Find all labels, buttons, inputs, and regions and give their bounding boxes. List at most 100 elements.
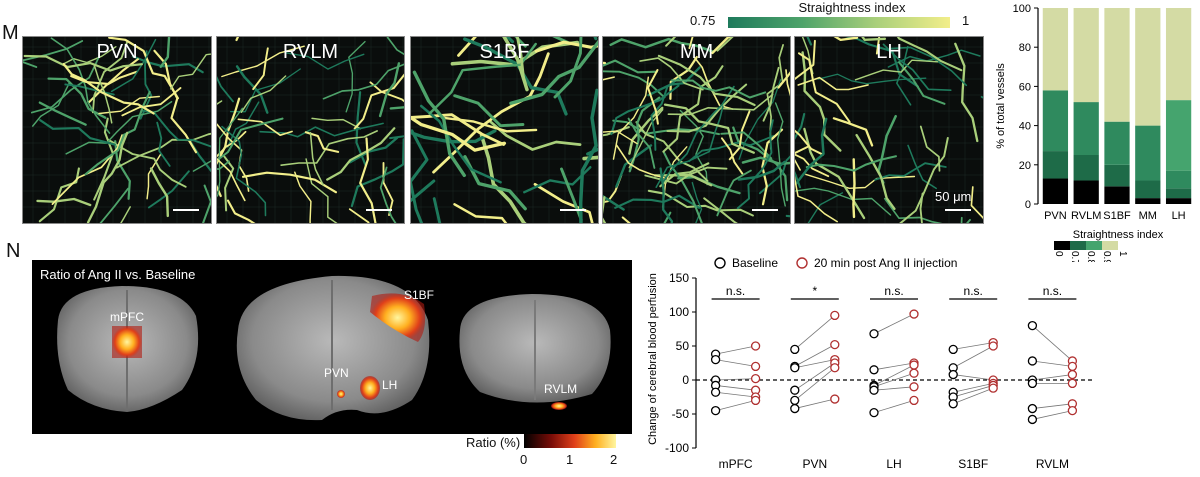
micrograph-lh: LH 50 μm <box>794 36 984 224</box>
s1bf-hotspot <box>370 293 426 342</box>
baseline-point <box>869 407 879 418</box>
legend-swatch <box>1054 241 1070 250</box>
pair-line <box>873 362 915 371</box>
scale-bar <box>945 209 971 211</box>
pair-line <box>953 385 994 398</box>
legend-swatch <box>1086 241 1102 250</box>
bar-segment <box>1135 8 1161 126</box>
y-tick-label: 100 <box>669 305 689 319</box>
post-point <box>830 339 840 350</box>
micrograph-label: LH <box>876 41 902 63</box>
pair-line <box>794 367 836 401</box>
pair-line <box>794 359 835 369</box>
micrograph-mm: MM <box>602 36 791 224</box>
x-tick-label: MM <box>1139 210 1157 222</box>
bar-segment <box>1165 188 1192 199</box>
legend-marker-baseline <box>714 257 726 269</box>
baseline-point <box>948 344 958 355</box>
rvlm-hotspot <box>551 402 567 410</box>
brain-slice-hypothalamus <box>236 275 430 421</box>
vessel-network <box>411 37 598 223</box>
legend-swatch <box>1102 241 1118 250</box>
baseline-point <box>869 365 879 375</box>
bar-segment <box>1073 180 1099 204</box>
bar-segment <box>1104 8 1130 122</box>
significance-label: n.s. <box>1043 284 1062 298</box>
bar-segment <box>1135 198 1161 204</box>
y-tick-label: 80 <box>1019 42 1031 54</box>
micrograph-label: S1BF <box>479 41 530 63</box>
post-point <box>830 394 840 404</box>
colorbar-gradient <box>728 17 950 28</box>
vessel-straightness-bar-chart: 0 20 40 60 80 100 % of total vessels PVN RVLM S1B… <box>995 3 1192 262</box>
pair-line <box>1032 374 1073 381</box>
bar-segment <box>1042 90 1069 152</box>
ratio-colorbar: Ratio (%) 0 1 2 <box>460 434 640 474</box>
scale-bar <box>366 209 392 211</box>
pair-line <box>873 372 915 388</box>
post-point <box>750 341 761 351</box>
vessel-network <box>23 37 211 223</box>
y-tick-label: 40 <box>1019 121 1031 133</box>
baseline-point <box>710 354 721 365</box>
bar-segment <box>1073 102 1099 155</box>
region-label-pvn: PVN <box>324 366 349 380</box>
significance-label: n.s. <box>884 284 903 298</box>
bar-segment <box>1165 8 1192 101</box>
baseline-point <box>1027 378 1038 389</box>
legend-label: 0.7 <box>1069 251 1080 262</box>
brain-slice-mpfc <box>57 286 199 412</box>
vessel-network <box>217 37 404 223</box>
x-tick-label: PVN <box>802 457 827 471</box>
pair-line <box>715 345 756 355</box>
ratio-colorbar-gradient <box>524 434 616 448</box>
pair-line <box>1032 403 1073 409</box>
post-point <box>830 363 840 373</box>
pair-line <box>715 378 756 381</box>
legend-label: 0.9 <box>1101 251 1112 262</box>
y-tick-label: 0 <box>682 373 689 387</box>
baseline-point <box>948 369 958 380</box>
baseline-point <box>790 344 800 355</box>
x-tick-label: S1BF <box>1103 210 1131 222</box>
x-tick-label: LH <box>886 457 901 471</box>
post-point <box>909 309 919 319</box>
region-label-s1bf: S1BF <box>404 288 435 302</box>
x-tick-label: S1BF <box>958 457 988 471</box>
pair-line <box>1032 325 1073 362</box>
micrograph-label: RVLM <box>282 41 339 63</box>
bar-segment <box>1104 186 1130 204</box>
y-tick-label: 60 <box>1019 81 1031 93</box>
baseline-point <box>710 387 721 397</box>
pair-line <box>794 398 835 409</box>
pair-line <box>953 345 994 369</box>
bar-segment <box>1165 100 1192 171</box>
x-tick-label: RVLM <box>1071 210 1101 222</box>
pair-line <box>873 400 915 414</box>
post-point <box>909 395 919 406</box>
vessel-network <box>795 37 983 223</box>
x-tick-label: mPFC <box>719 457 753 471</box>
bar-segment <box>1135 125 1161 181</box>
pair-line <box>715 385 756 391</box>
pvn-hotspot <box>337 390 345 398</box>
legend-title: Straightness index <box>1073 229 1164 241</box>
brain-slice-brainstem <box>459 294 611 410</box>
pair-line <box>953 342 994 350</box>
post-point <box>1067 369 1078 380</box>
bar-segment <box>1042 151 1069 179</box>
legend-label: 0 <box>1053 251 1064 257</box>
pair-line <box>715 359 756 367</box>
scale-bar <box>752 209 778 211</box>
baseline-point <box>790 363 800 373</box>
post-point <box>750 395 761 406</box>
pair-line <box>873 386 915 391</box>
legend-label: 1 <box>1117 251 1128 257</box>
panel-m-letter: M <box>2 22 19 44</box>
colorbar-max-label: 1 <box>962 13 970 28</box>
pair-line <box>873 313 915 335</box>
x-tick-label: PVN <box>1044 210 1067 222</box>
baseline-point <box>948 399 958 409</box>
baseline-point <box>710 405 721 416</box>
micrograph-s1bf: S1BF <box>410 36 599 224</box>
